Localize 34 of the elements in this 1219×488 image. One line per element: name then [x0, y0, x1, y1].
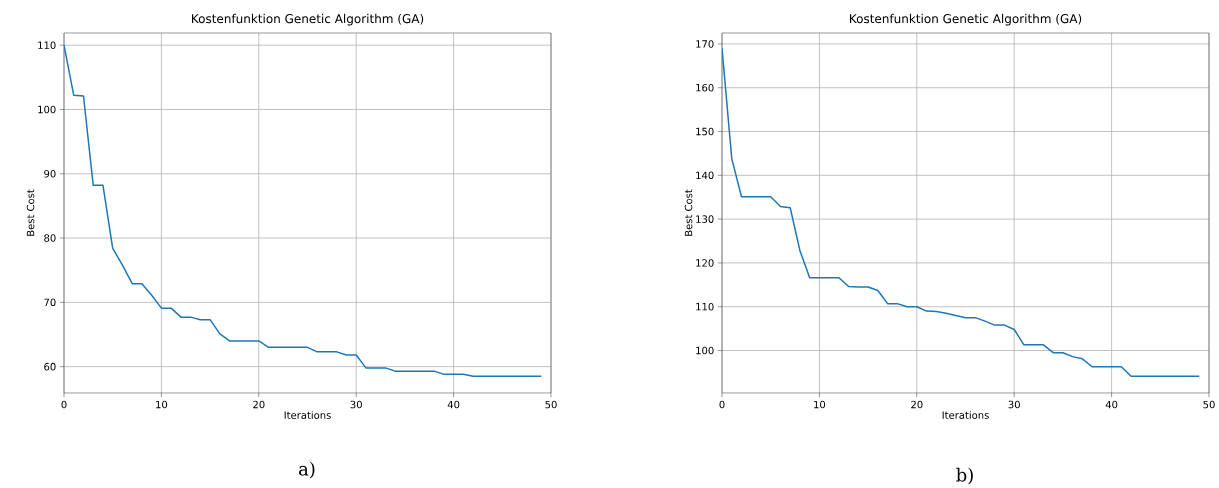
y-tick-label: 130: [696, 215, 714, 223]
x-tick-label: 40: [1105, 400, 1118, 409]
y-tick-label: 100: [696, 346, 714, 355]
y-tick-label: 120: [696, 259, 714, 267]
x-tick-label: 0: [719, 400, 725, 409]
x-axis-title: Iterations: [284, 411, 331, 419]
x-tick-label: 0: [61, 400, 67, 409]
y-tick-label: 140: [696, 171, 714, 180]
y-tick-label: 100: [38, 105, 56, 114]
y-tick-label: 150: [696, 127, 714, 136]
y-tick-label: 60: [44, 362, 56, 371]
x-tick-label: 20: [253, 400, 265, 409]
x-tick-label: 50: [545, 400, 557, 409]
y-tick-label: 90: [44, 169, 56, 178]
chart-title: Kostenfunktion Genetic Algorithm (GA): [850, 13, 1082, 26]
x-tick-label: 10: [156, 400, 168, 409]
text: b): [956, 467, 973, 485]
x-tick-label: 40: [447, 400, 460, 409]
x-tick-label: 30: [350, 400, 362, 409]
y-tick-label: 160: [696, 83, 714, 92]
text: a): [299, 461, 315, 479]
y-tick-label: 70: [44, 298, 56, 307]
y-tick-label: 110: [696, 302, 714, 311]
chart-title: Kostenfunktion Genetic Algorithm (GA): [192, 13, 424, 26]
x-axis-title: Iterations: [942, 411, 989, 419]
x-tick-label: 10: [814, 400, 826, 409]
y-tick-label: 80: [44, 234, 56, 242]
y-tick-label: 110: [38, 41, 56, 49]
y-axis-title: Best Cost: [684, 189, 693, 236]
y-tick-label: 170: [696, 40, 714, 48]
y-axis-title: Best Cost: [26, 189, 35, 236]
x-tick-label: 30: [1008, 400, 1020, 409]
x-tick-label: 20: [911, 400, 923, 409]
x-tick-label: 50: [1203, 400, 1215, 409]
